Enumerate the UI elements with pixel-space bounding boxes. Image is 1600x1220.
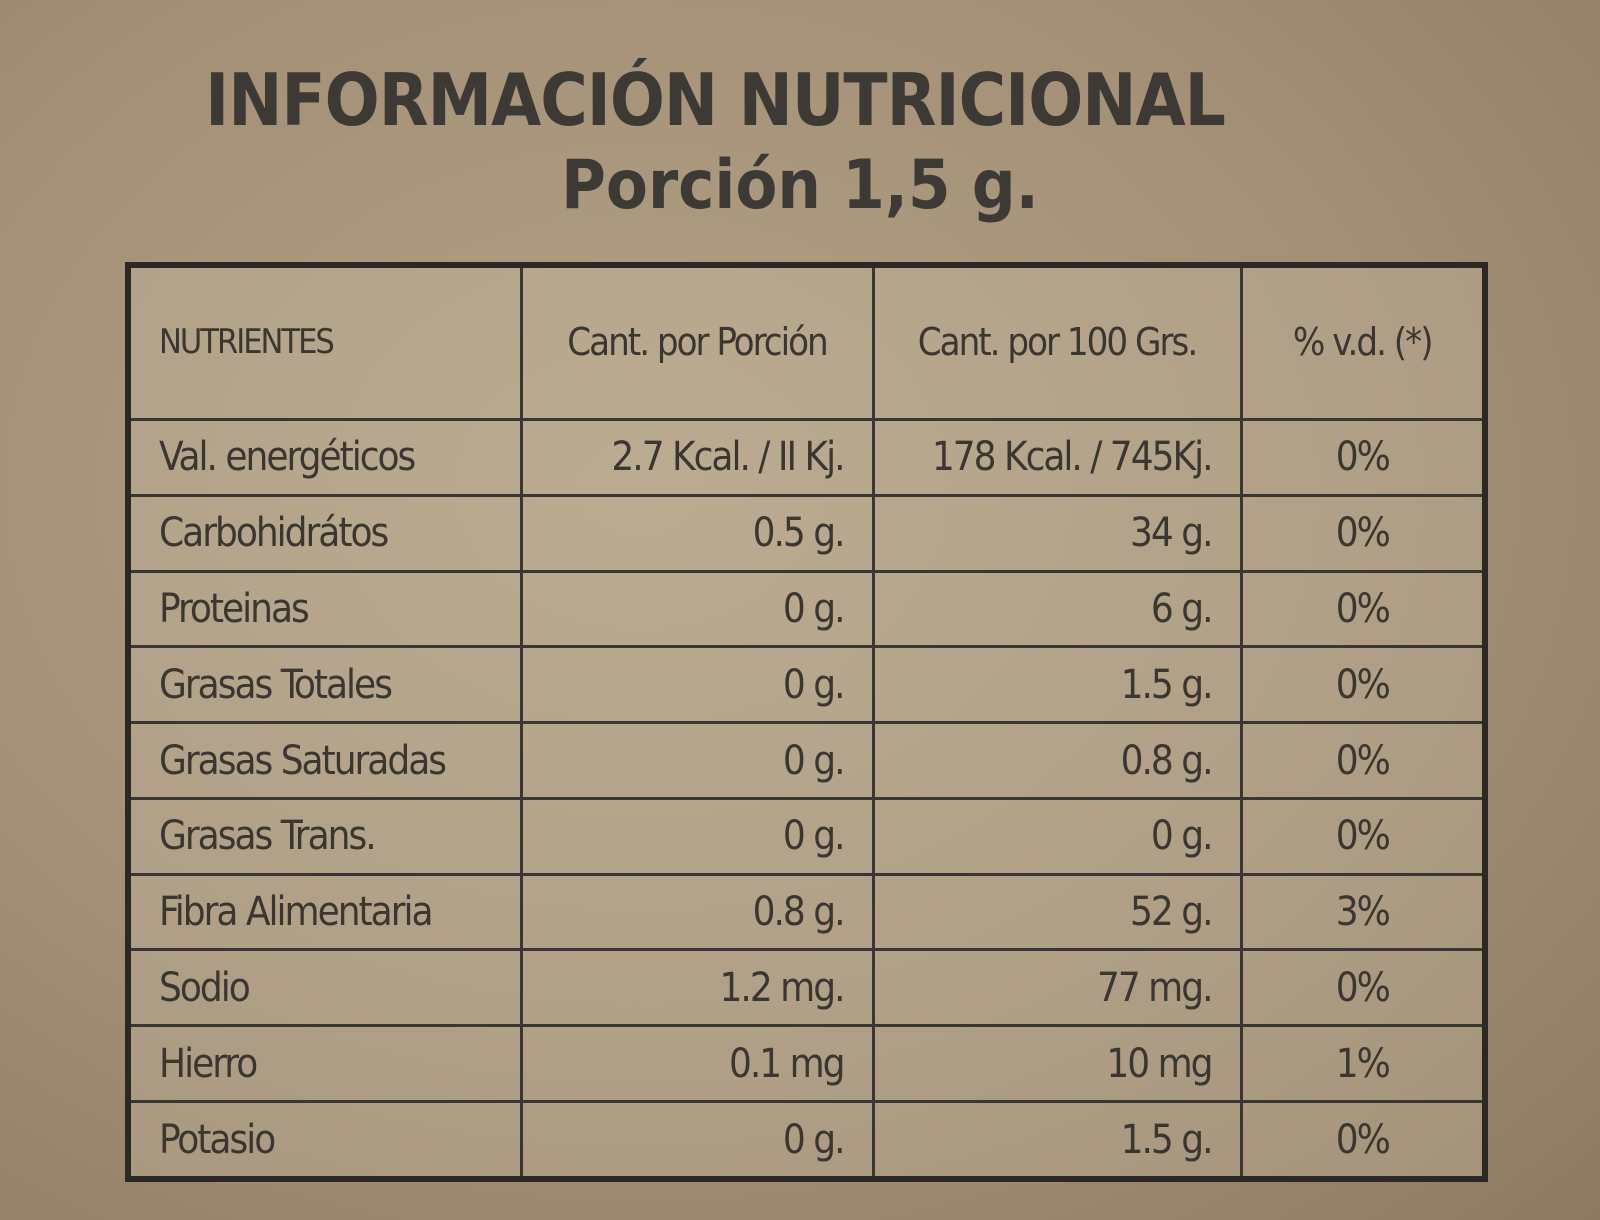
table-cell: Val. energéticos xyxy=(126,418,523,497)
table-cell: Grasas Saturadas xyxy=(126,721,523,800)
subtitle: Porción 1,5 g. xyxy=(561,146,1039,225)
table-row: Proteinas 0 g. 6 g. 0% xyxy=(126,569,1487,649)
table-cell: 0% xyxy=(1239,721,1487,800)
table-cell: 52 g. xyxy=(871,872,1243,952)
table-cell: Hierro xyxy=(126,1024,523,1104)
table-row: Sodio 1.2 mg. 77 mg. 0% xyxy=(126,948,1487,1028)
table-cell: 0.8 g. xyxy=(519,872,875,952)
table-cell: 6 g. xyxy=(871,569,1243,649)
table-cell: 1.2 mg. xyxy=(519,948,875,1028)
table-cell: 2.7 Kcal. / II Kj. xyxy=(519,418,875,497)
table-cell: 0 g. xyxy=(519,796,875,876)
nutrition-table: NUTRIENTES Cant. por Porción Cant. por 100… xyxy=(125,262,1488,1182)
table-cell: 1.5 g. xyxy=(871,645,1243,725)
table-row: Grasas Saturadas 0 g. 0.8 g. 0% xyxy=(126,721,1487,800)
table-body: Val. energéticos 2.7 Kcal. / II Kj. 178 Kc… xyxy=(126,418,1487,1181)
table-cell: 1% xyxy=(1239,1024,1487,1104)
table-cell: Sodio xyxy=(126,948,523,1028)
table-cell: 0% xyxy=(1239,493,1487,573)
table-cell: Carbohidrátos xyxy=(126,493,523,573)
table-row: Grasas Trans. 0 g. 0 g. 0% xyxy=(126,796,1487,876)
header-cell: Cant. por Porción xyxy=(519,263,875,421)
table-cell: 0.1 mg xyxy=(519,1024,875,1104)
table-cell: Grasas Totales xyxy=(126,645,523,725)
table-cell: 34 g. xyxy=(871,493,1243,573)
table-cell: 77 mg. xyxy=(871,948,1243,1028)
table-cell: 0.8 g. xyxy=(871,721,1243,800)
table-row: Val. energéticos 2.7 Kcal. / II Kj. 178 Kc… xyxy=(126,418,1487,497)
table-cell: Proteinas xyxy=(126,569,523,649)
header-row: NUTRIENTES Cant. por Porción Cant. por 100… xyxy=(126,263,1487,421)
table-cell: 10 mg xyxy=(871,1024,1243,1104)
table-cell: 178 Kcal. / 745Kj. xyxy=(871,418,1243,497)
table-cell: Potasio xyxy=(126,1100,523,1181)
table-cell: 0% xyxy=(1239,948,1487,1028)
table-cell: 0% xyxy=(1239,1100,1487,1181)
table-row: Potasio 0 g. 1.5 g. 0% xyxy=(126,1100,1487,1181)
table-cell: 0 g. xyxy=(519,645,875,725)
table-row: Carbohidrátos 0.5 g. 34 g. 0% xyxy=(126,493,1487,573)
table-cell: 0% xyxy=(1239,418,1487,497)
table-row: Hierro 0.1 mg 10 mg 1% xyxy=(126,1024,1487,1104)
table-cell: 0% xyxy=(1239,796,1487,876)
table-cell: 0% xyxy=(1239,645,1487,725)
table-cell: 0 g. xyxy=(519,721,875,800)
table-cell: 0 g. xyxy=(519,569,875,649)
table-cell: 0% xyxy=(1239,569,1487,649)
table-cell: 0 g. xyxy=(871,796,1243,876)
title: INFORMACIÓN NUTRICIONAL xyxy=(205,58,1226,142)
header-cell: NUTRIENTES xyxy=(126,263,523,421)
header-cell: Cant. por 100 Grs. xyxy=(871,263,1243,421)
table-cell: 3% xyxy=(1239,872,1487,952)
table-cell: 1.5 g. xyxy=(871,1100,1243,1181)
table-cell: Grasas Trans. xyxy=(126,796,523,876)
table-row: Grasas Totales 0 g. 1.5 g. 0% xyxy=(126,645,1487,725)
table-cell: Fibra Alimentaria xyxy=(126,872,523,952)
table-cell: 0.5 g. xyxy=(519,493,875,573)
table-row: Fibra Alimentaria 0.8 g. 52 g. 3% xyxy=(126,872,1487,952)
table-cell: 0 g. xyxy=(519,1100,875,1181)
header-cell: % v.d. (*) xyxy=(1239,263,1487,421)
